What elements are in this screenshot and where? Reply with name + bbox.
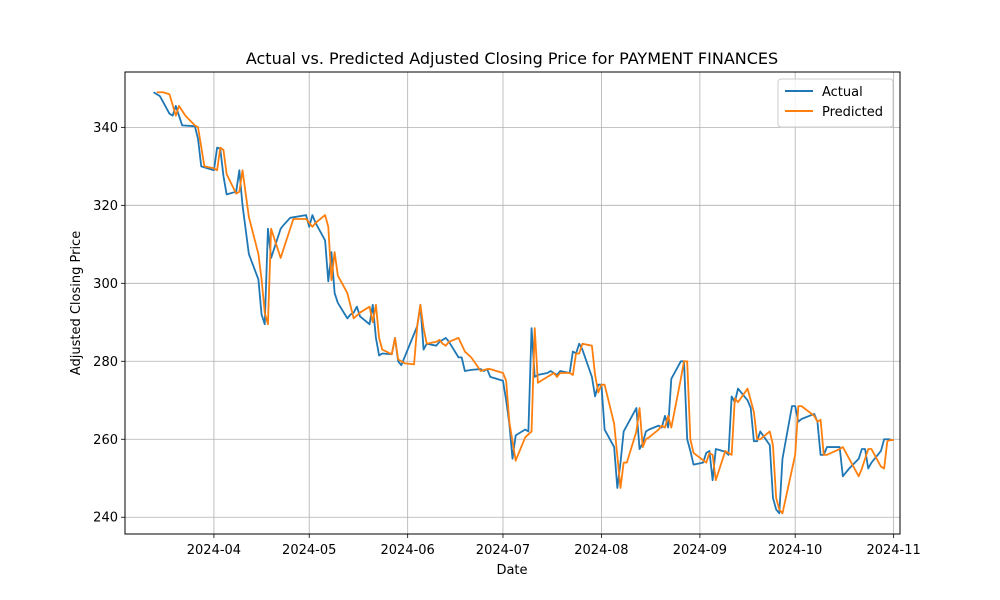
x-tick-label: 2024-08 xyxy=(574,543,628,558)
y-tick-label: 280 xyxy=(93,355,118,370)
series-layer xyxy=(153,91,894,515)
x-tick-label: 2024-11 xyxy=(866,543,920,558)
legend-label-predicted: Predicted xyxy=(822,105,883,120)
x-tick-label: 2024-10 xyxy=(768,543,822,558)
x-axis-label: Date xyxy=(496,563,527,578)
plot-frame xyxy=(124,71,901,535)
y-tick-label: 240 xyxy=(93,511,118,526)
y-tick-label: 320 xyxy=(93,199,118,214)
y-tick-label: 260 xyxy=(93,433,118,448)
x-tick-label: 2024-06 xyxy=(381,543,435,558)
x-tick-label: 2024-05 xyxy=(282,543,336,558)
y-axis: 240 260 280 300 320 340 xyxy=(93,121,125,526)
x-tick-label: 2024-09 xyxy=(673,543,727,558)
legend-label-actual: Actual xyxy=(822,85,863,100)
chart-title: Actual vs. Predicted Adjusted Closing Pr… xyxy=(246,49,778,68)
y-tick-label: 340 xyxy=(93,121,118,136)
x-axis: 2024-04 2024-05 2024-06 2024-07 2024-08 2024-… xyxy=(187,534,921,558)
legend: Actual Predicted xyxy=(777,78,894,128)
y-tick-label: 300 xyxy=(93,277,118,292)
series-line-actual xyxy=(153,91,891,515)
x-tick-label: 2024-04 xyxy=(187,543,241,558)
series-line-predicted xyxy=(156,91,894,515)
y-axis-label: Adjusted Closing Price xyxy=(69,231,84,375)
x-tick-label: 2024-07 xyxy=(476,543,530,558)
